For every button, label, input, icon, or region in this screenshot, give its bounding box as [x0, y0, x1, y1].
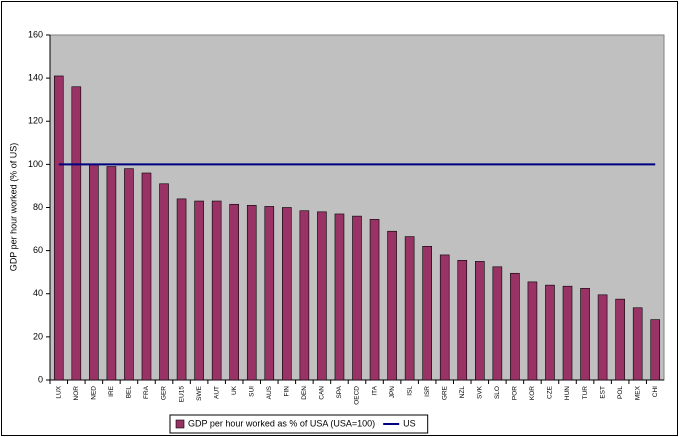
bar: [124, 168, 134, 381]
x-tick-label: EU15: [178, 386, 185, 403]
bar: [229, 203, 239, 381]
bar: [282, 207, 292, 381]
bar: [106, 166, 117, 381]
bar: [53, 75, 64, 381]
x-tick-label: NZL: [459, 386, 466, 399]
bar: [334, 213, 345, 381]
bar: [457, 260, 468, 381]
bar: [71, 86, 82, 381]
legend-label: GDP per hour worked as % of USA (USA=100…: [188, 418, 375, 428]
y-tick-label: 40: [33, 288, 43, 298]
x-tick-label: POR: [512, 386, 519, 400]
x-tick-label: MEX: [634, 385, 641, 400]
bar: [562, 285, 573, 381]
x-tick-label: OECD: [354, 386, 361, 405]
x-tick-label: CAN: [319, 386, 326, 400]
bar: [246, 205, 257, 381]
y-tick-label: 60: [33, 245, 43, 255]
x-tick-label: FRA: [143, 385, 150, 399]
x-tick-label: CZE: [547, 385, 554, 399]
x-tick-label: ITA: [371, 385, 378, 395]
bar: [141, 172, 152, 381]
x-tick-label: JPN: [389, 386, 396, 399]
bar: [597, 294, 608, 381]
legend-swatch: [175, 419, 185, 429]
bar: [632, 307, 643, 381]
x-tick-label: ISL: [406, 386, 413, 396]
bar: [404, 236, 415, 381]
legend: GDP per hour worked as % of USA (USA=100…: [169, 414, 429, 434]
x-tick-label: DEN: [301, 386, 308, 400]
x-tick-label: IRE: [108, 385, 115, 397]
bar: [317, 211, 327, 381]
y-axis-label: GDP per hour worked (% of US): [8, 143, 18, 271]
y-tick-label: 100: [28, 159, 43, 169]
x-tick-label: UK: [231, 385, 238, 395]
bar: [194, 200, 204, 381]
bar: [159, 183, 169, 381]
legend-box: [169, 414, 429, 434]
x-tick-label: GER: [161, 386, 168, 400]
x-tick-label: SPA: [336, 385, 343, 398]
x-tick-label: HUN: [564, 386, 571, 400]
x-tick-label: CHI: [652, 386, 659, 397]
bar: [211, 200, 222, 381]
y-tick-label: 160: [28, 29, 43, 39]
x-tick-label: POL: [617, 386, 624, 399]
x-tick-label: SWE: [196, 385, 203, 400]
x-tick-label: LUX: [55, 385, 62, 398]
bar: [510, 272, 520, 381]
y-tick-label: 20: [33, 331, 43, 341]
legend-label: US: [403, 418, 416, 428]
bar: [527, 281, 538, 381]
x-tick-label: GRE: [441, 385, 448, 400]
y-tick-label: 120: [28, 116, 43, 126]
x-tick-label: ISR: [424, 386, 431, 397]
bar: [387, 230, 397, 381]
y-tick-label: 80: [33, 202, 43, 212]
x-tick-label: NOR: [73, 386, 80, 401]
bar: [264, 206, 275, 381]
x-tick-label: SUI: [248, 386, 255, 397]
y-tick-label: 140: [28, 73, 43, 83]
bar: [545, 284, 555, 381]
x-tick-label: EST: [599, 386, 606, 399]
bar: [352, 215, 362, 381]
x-tick-label: FIN: [284, 386, 291, 397]
x-tick-label: AUT: [213, 386, 220, 399]
x-tick-label: AUS: [266, 385, 273, 399]
bar: [650, 319, 661, 381]
bar: [439, 254, 450, 381]
x-tick-label: BEL: [126, 386, 133, 399]
bar: [492, 266, 503, 381]
x-tick-label: KOR: [529, 386, 536, 400]
bar: [474, 261, 485, 381]
x-tick-label: TUR: [582, 386, 589, 400]
bar: [580, 288, 590, 381]
x-tick-label: SVK: [477, 385, 484, 399]
y-tick-label: 0: [38, 374, 43, 384]
x-tick-label: NED: [91, 386, 98, 400]
bar: [299, 210, 310, 381]
bar: [176, 198, 187, 381]
bar: [615, 298, 625, 381]
x-tick-label: SLO: [494, 386, 501, 399]
bar: [369, 219, 380, 381]
bar: [89, 164, 99, 381]
bar: [422, 246, 432, 381]
